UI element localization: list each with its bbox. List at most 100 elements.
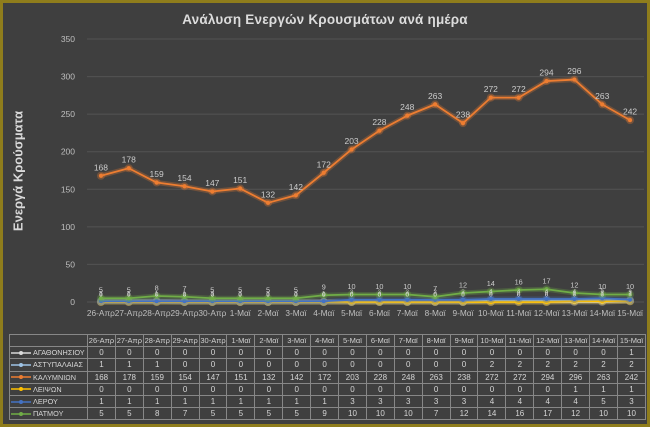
data-point-marker xyxy=(544,287,549,292)
data-point-marker xyxy=(544,296,549,302)
data-label: 5 xyxy=(127,286,131,295)
date-header: 9-Μαϊ xyxy=(449,333,479,348)
data-point-marker xyxy=(182,299,187,304)
x-tick-label: 14-Μαϊ xyxy=(589,308,616,318)
data-label: 272 xyxy=(512,84,526,94)
data-label: 2 xyxy=(489,290,493,297)
data-point-marker xyxy=(627,292,633,297)
value-cell: 5 xyxy=(254,407,284,421)
value-cell: 263 xyxy=(589,370,618,384)
data-label: 3 xyxy=(628,289,632,296)
series-line-ΛΕΡΟΥ xyxy=(96,294,635,306)
data-label: 0 xyxy=(517,292,521,299)
data-label: 0 xyxy=(238,292,242,299)
value-cell: 142 xyxy=(282,370,312,384)
data-point-marker xyxy=(349,292,354,297)
data-point-marker xyxy=(572,77,577,82)
value-cell: 0 xyxy=(393,346,423,360)
value-cell: 2 xyxy=(616,358,647,372)
line xyxy=(100,297,631,303)
date-header: 4-Μαϊ xyxy=(310,333,340,348)
value-cell: 0 xyxy=(421,382,451,396)
x-tick-label: 13-Μαϊ xyxy=(562,308,589,318)
date-header: 13-Μαϊ xyxy=(561,333,591,348)
value-cell: 3 xyxy=(616,394,647,409)
data-point-marker xyxy=(154,299,159,304)
value-cell: 242 xyxy=(616,370,647,384)
data-label: 3 xyxy=(406,289,410,296)
data-label: 0 xyxy=(545,292,549,299)
date-header: 12-Μαϊ xyxy=(533,333,563,348)
data-point-marker xyxy=(544,299,549,305)
series-name: ΑΣΤΥΠΑΛΑΙΑΣ xyxy=(33,360,83,370)
date-header: 11-Μαϊ xyxy=(505,333,535,348)
data-point-marker xyxy=(293,296,298,301)
chart-title: Ανάλυση Ενεργών Κρουσμάτων ανά ημέρα xyxy=(182,12,468,27)
data-label: 0 xyxy=(127,292,131,299)
data-point-marker xyxy=(238,296,243,301)
data-point-marker xyxy=(238,299,243,304)
value-cell: 0 xyxy=(533,346,563,360)
data-point-marker xyxy=(210,296,215,301)
data-label: 1 xyxy=(127,291,131,298)
x-tick-label: 12-Μαϊ xyxy=(534,308,561,318)
data-label: 203 xyxy=(344,136,358,146)
data-label: 0 xyxy=(155,292,159,299)
data-label: 7 xyxy=(182,284,186,293)
data-label: 0 xyxy=(211,292,215,299)
data-label: 0 xyxy=(406,292,410,299)
data-point-marker xyxy=(182,184,187,189)
data-label: 2 xyxy=(517,290,521,297)
x-tick-label: 15-Μαϊ xyxy=(617,308,644,318)
data-label: 4 xyxy=(517,288,521,295)
value-cell: 272 xyxy=(477,370,507,384)
data-label: 0 xyxy=(573,292,577,299)
data-point-marker xyxy=(126,299,131,304)
data-point-marker xyxy=(377,297,382,302)
series-row-ΠΑΤΜΟΥ: ΠΑΤΜΟΥ 5 5 8 7 5 5 5 5 9 10 10 10 7 12 14 16 17 12 10 10 xyxy=(9,407,647,421)
value-cell: 5 xyxy=(589,394,618,409)
data-label: 12 xyxy=(459,280,467,289)
value-cell: 0 xyxy=(338,382,367,396)
data-label: 0 xyxy=(350,292,354,299)
value-cell: 1 xyxy=(616,346,647,360)
value-cell: 0 xyxy=(533,382,563,396)
x-tick-label: 5-Μαϊ xyxy=(341,308,363,318)
data-point-marker xyxy=(405,113,410,118)
data-label: 1 xyxy=(600,291,604,298)
data-point-marker xyxy=(433,297,438,302)
data-point-marker xyxy=(460,121,466,126)
value-cell: 8 xyxy=(142,407,172,421)
value-cell: 228 xyxy=(365,370,395,384)
data-label: 0 xyxy=(127,292,131,299)
value-cell: 5 xyxy=(282,407,312,421)
value-cell: 5 xyxy=(87,407,116,421)
series-name-cell: ΠΑΤΜΟΥ xyxy=(9,407,88,421)
value-cell: 0 xyxy=(198,346,228,360)
value-cell: 12 xyxy=(449,407,479,421)
value-cell: 0 xyxy=(282,346,312,360)
value-cell: 0 xyxy=(365,382,395,396)
series-swatch-icon xyxy=(11,387,31,392)
value-cell: 1 xyxy=(561,382,591,396)
data-point-marker xyxy=(154,180,159,185)
data-label: 0 xyxy=(545,292,549,299)
data-point-marker xyxy=(488,296,493,302)
data-label: 1 xyxy=(628,291,632,298)
data-label: 151 xyxy=(233,175,247,185)
data-label: 14 xyxy=(487,279,495,288)
y-tick-label: 200 xyxy=(61,147,75,157)
date-header: 5-Μαϊ xyxy=(338,333,367,348)
value-cell: 0 xyxy=(310,346,340,360)
data-label: 12 xyxy=(570,280,578,289)
value-cell: 0 xyxy=(421,358,451,372)
data-point-marker xyxy=(126,166,131,171)
data-label: 1 xyxy=(127,291,131,298)
value-cell: 0 xyxy=(142,382,172,396)
data-point-marker xyxy=(544,78,549,84)
value-cell: 0 xyxy=(226,358,256,372)
data-label: 0 xyxy=(183,292,187,299)
data-label: 1 xyxy=(238,291,242,298)
